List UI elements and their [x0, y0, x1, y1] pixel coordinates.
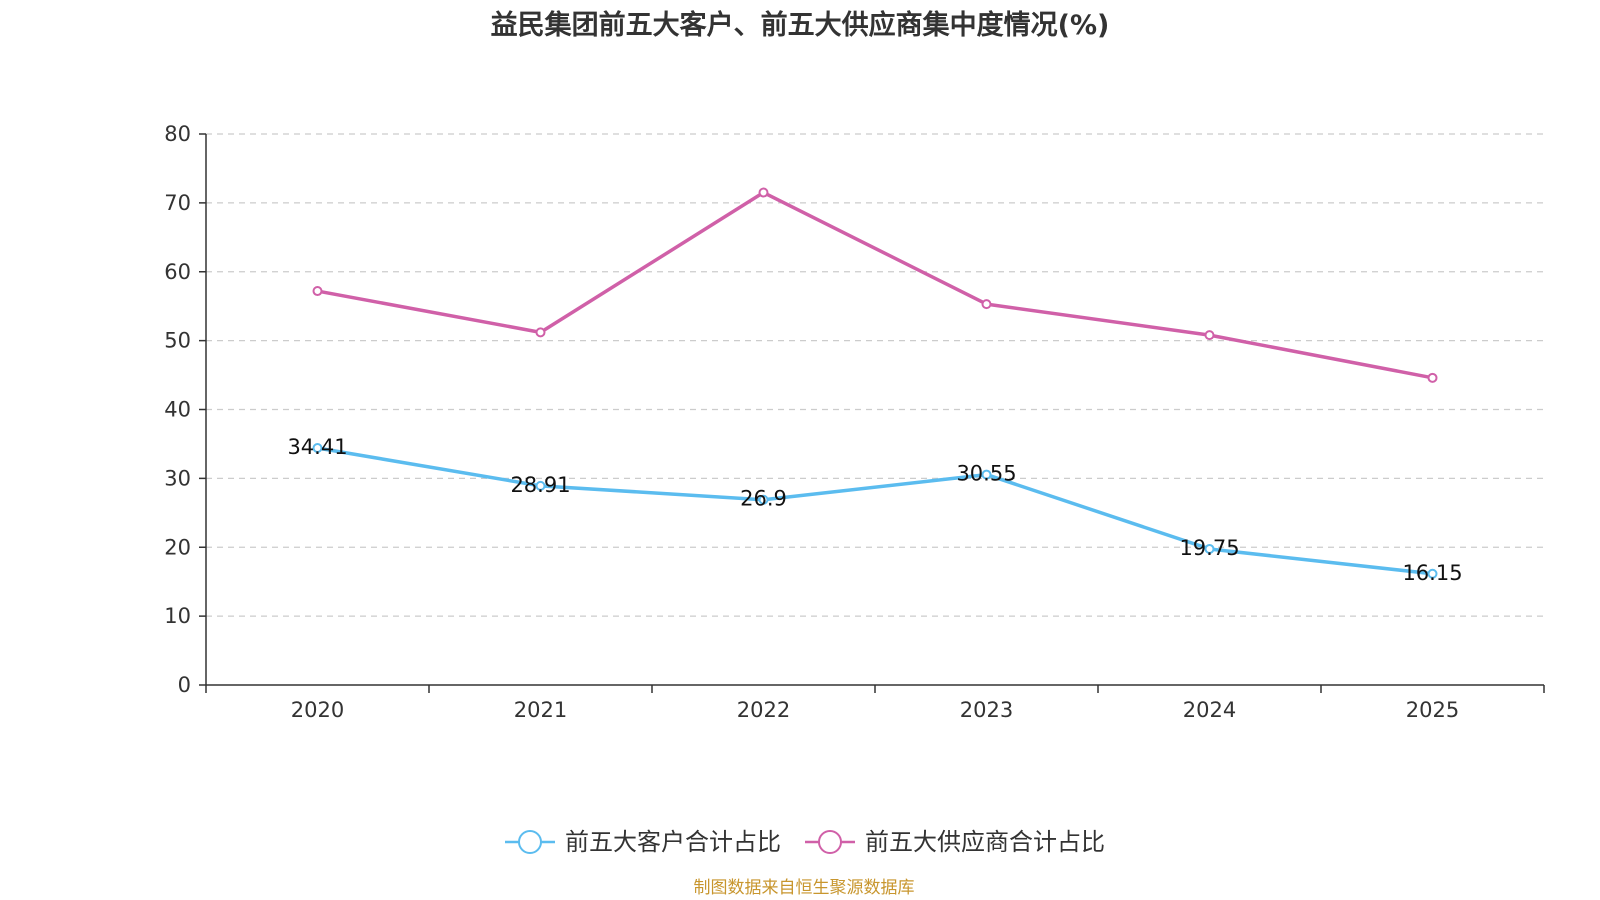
- legend[interactable]: 前五大客户合计占比 前五大供应商合计占比: [505, 828, 1105, 856]
- data-point: [535, 480, 546, 491]
- y-tick-labels: 0 10 20 30 40 50 60 70 80: [164, 122, 191, 697]
- y-tick-label: 10: [164, 604, 191, 628]
- y-tick-label: 70: [164, 191, 191, 215]
- series-line-2: [317, 190, 1433, 380]
- data-point: [1204, 330, 1215, 341]
- y-tick-label: 0: [178, 673, 191, 697]
- grid-lines: [206, 133, 1544, 617]
- data-point: [1204, 543, 1215, 554]
- data-point: [535, 327, 546, 338]
- y-tick-label: 20: [164, 535, 191, 559]
- legend-marker: [818, 830, 842, 854]
- data-label: 30.55: [956, 462, 1016, 486]
- data-point: [981, 299, 992, 310]
- x-tick-label: 2025: [1406, 698, 1459, 722]
- data-point: [981, 469, 992, 480]
- legend-label: 前五大供应商合计占比: [865, 828, 1105, 856]
- data-label: 26.9: [740, 487, 787, 511]
- y-tick-label: 30: [164, 466, 191, 490]
- y-tick-label: 60: [164, 260, 191, 284]
- x-tick-label: 2023: [960, 698, 1013, 722]
- data-labels: 34.41 28.91 26.9 30.55 19.75 16.15: [287, 435, 1462, 585]
- legend-label: 前五大客户合计占比: [565, 828, 781, 856]
- data-point: [312, 443, 323, 454]
- x-tick-label: 2024: [1183, 698, 1236, 722]
- source-note: 制图数据来自恒生聚源数据库: [694, 878, 915, 898]
- x-tick-label: 2022: [737, 698, 790, 722]
- data-label: 28.91: [510, 473, 570, 497]
- data-point: [758, 187, 769, 198]
- x-tick-label: 2020: [291, 698, 344, 722]
- data-point: [1427, 568, 1438, 579]
- legend-marker: [518, 830, 542, 854]
- data-point: [1427, 372, 1438, 383]
- x-tick-labels: 2020 2021 2022 2023 2024 2025: [291, 698, 1459, 722]
- data-label: 34.41: [287, 435, 347, 459]
- data-point: [312, 286, 323, 297]
- x-tick-label: 2021: [514, 698, 567, 722]
- legend-item-1[interactable]: 前五大客户合计占比: [505, 828, 781, 856]
- series-line-1: [317, 446, 1433, 576]
- series: [312, 187, 1438, 579]
- y-tick-label: 40: [164, 398, 191, 422]
- chart-title: 益民集团前五大客户、前五大供应商集中度情况(%): [491, 9, 1110, 41]
- data-label: 19.75: [1179, 536, 1239, 560]
- data-point: [758, 494, 769, 505]
- data-label: 16.15: [1402, 561, 1462, 585]
- y-tick-label: 50: [164, 329, 191, 353]
- legend-item-2[interactable]: 前五大供应商合计占比: [805, 828, 1105, 856]
- y-tick-label: 80: [164, 122, 191, 146]
- axes: [199, 133, 1545, 693]
